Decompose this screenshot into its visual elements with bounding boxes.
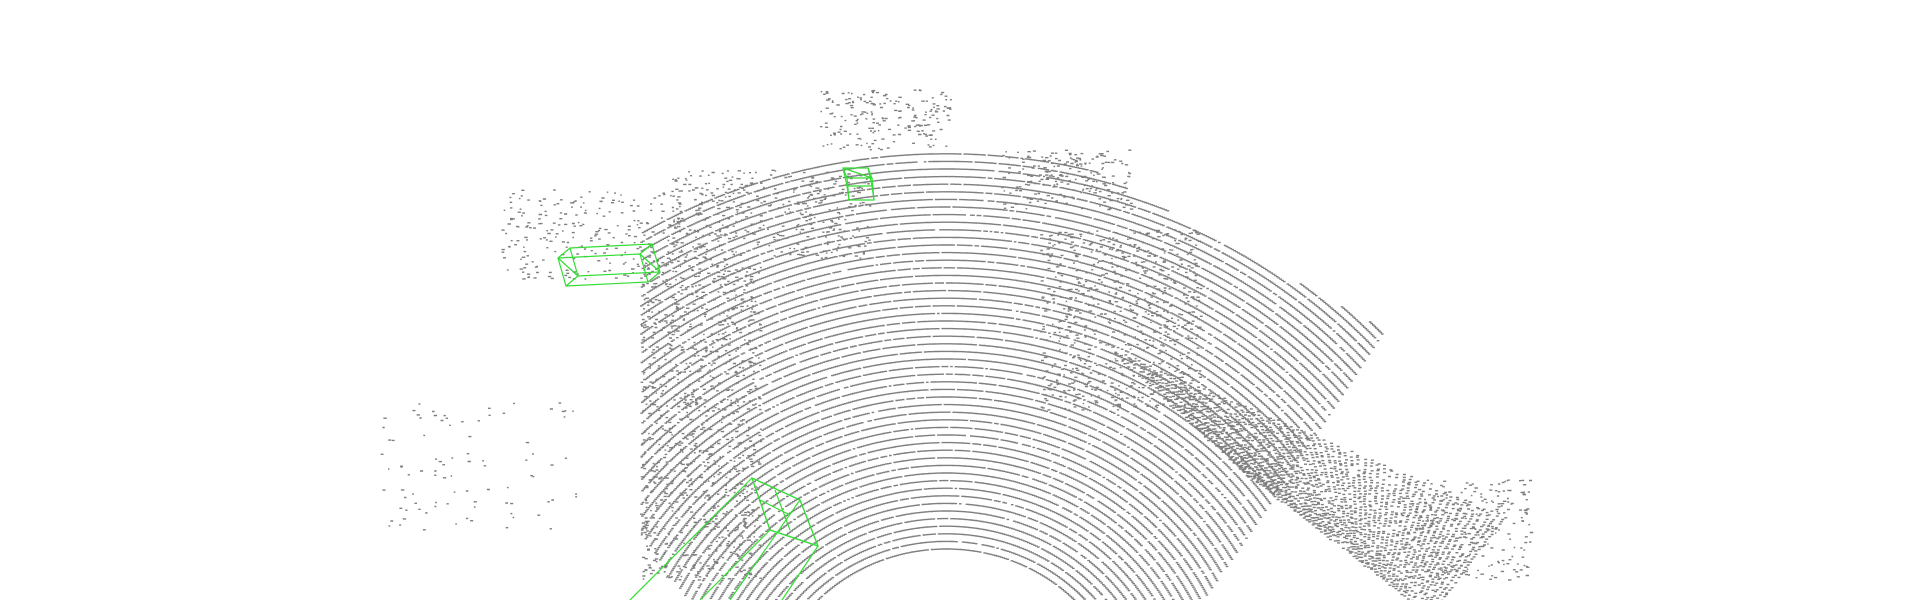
scan-lines (380, 89, 1534, 600)
box-near-vehicle (629, 476, 820, 600)
bounding-boxes (557, 167, 875, 600)
lidar-points (380, 89, 1534, 600)
box-far-object (842, 167, 875, 201)
box-left-vehicle (557, 243, 661, 287)
